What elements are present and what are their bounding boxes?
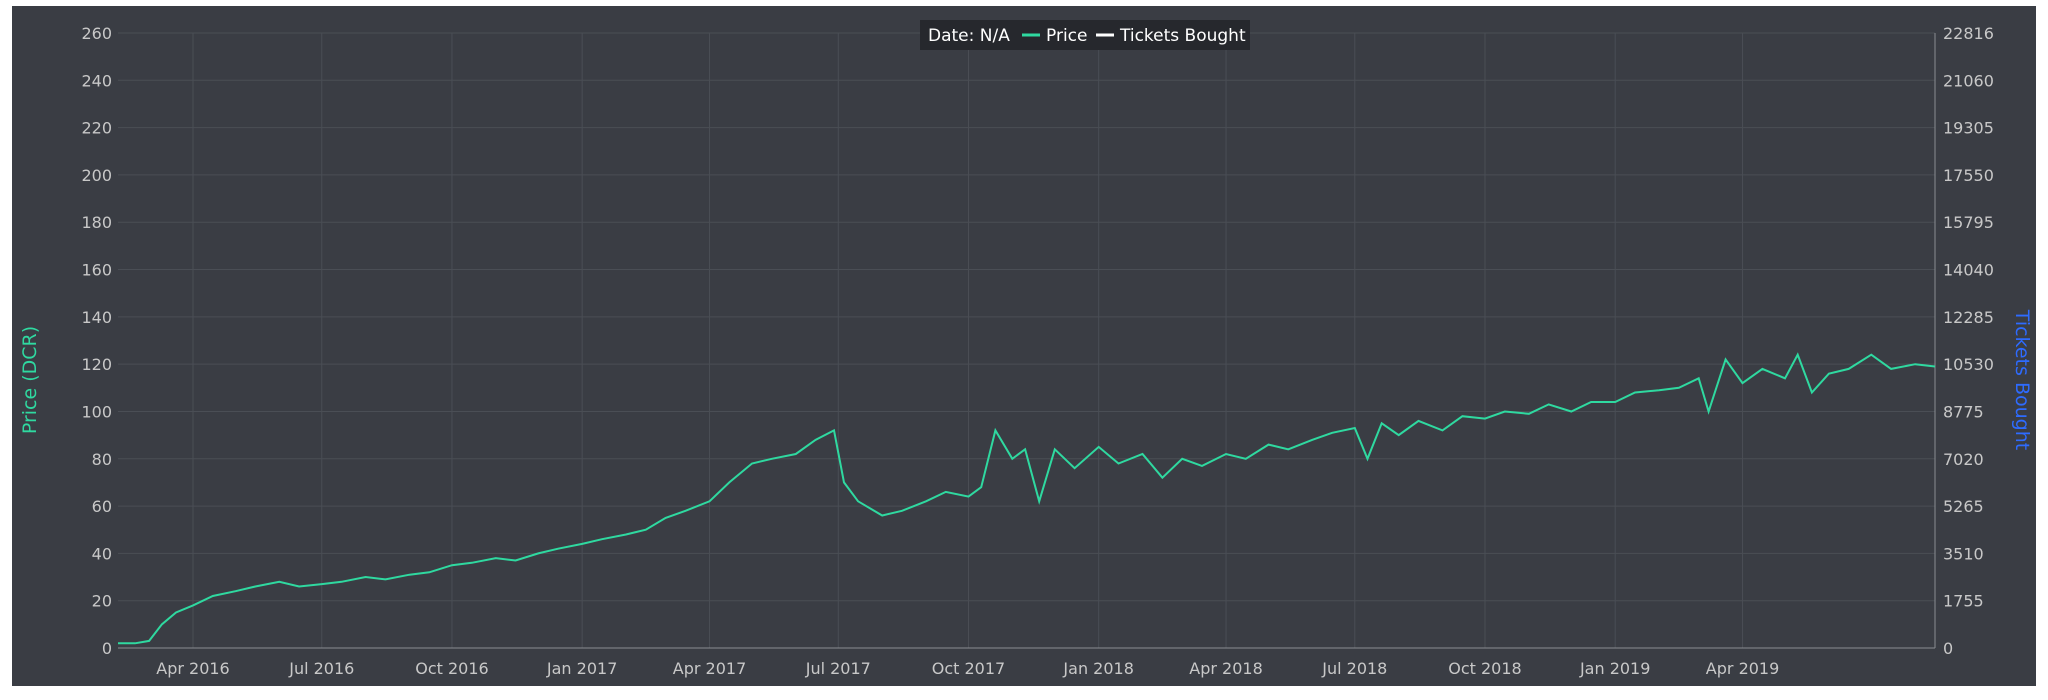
y-right-tick-label: 19305 (1943, 119, 1994, 138)
x-tick-label: Oct 2017 (932, 659, 1005, 678)
grid-lines (118, 32, 1936, 649)
y-right-tick-label: 15795 (1943, 213, 1994, 232)
chart-background (12, 6, 2036, 686)
y-right-tick-label: 0 (1943, 639, 1953, 658)
x-tick-label: Apr 2018 (1189, 659, 1262, 678)
x-tick-label: Apr 2019 (1706, 659, 1779, 678)
x-tick-label: Jan 2019 (1579, 659, 1650, 678)
y-right-tick-label: 21060 (1943, 71, 1994, 90)
x-tick-label: Jul 2018 (1321, 659, 1387, 678)
legend-price-label: Price (1046, 26, 1087, 46)
y-right-tick-label: 14040 (1943, 261, 1994, 280)
y-right-tick-label: 3510 (1943, 544, 1984, 563)
y-left-tick-label: 120 (81, 355, 112, 374)
legend-tickets-label: Tickets Bought (1119, 26, 1246, 46)
y-left-tick-label: 260 (81, 24, 112, 43)
x-tick-label: Jan 2017 (546, 659, 617, 678)
y-left-tick-label: 80 (92, 450, 112, 469)
x-axis: Apr 2016 Jul 2016 Oct 2016 Jan 2017 Apr 2017… (156, 659, 1779, 678)
y-right-tick-label: 10530 (1943, 355, 1994, 374)
y-left-tick-label: 0 (102, 639, 112, 658)
y-left-axis: 0 20 40 60 80 100 120 140 160 180 200 220 240 260 (81, 24, 112, 658)
y-right-tick-label: 22816 (1943, 24, 1994, 43)
y-right-tick-label: 8775 (1943, 402, 1984, 421)
x-tick-label: Apr 2017 (673, 659, 746, 678)
y-right-tick-label: 7020 (1943, 450, 1984, 469)
x-tick-label: Jan 2018 (1062, 659, 1133, 678)
y-right-axis-title: Tickets Bought (2011, 309, 2033, 450)
legend-date-label: Date: N/A (928, 26, 1010, 46)
x-tick-label: Oct 2018 (1448, 659, 1521, 678)
legend-box (920, 20, 1250, 50)
y-left-tick-label: 40 (92, 544, 112, 563)
y-left-tick-label: 100 (81, 402, 112, 421)
legend: Date: N/A Price Tickets Bought (920, 20, 1250, 50)
y-left-tick-label: 20 (92, 592, 112, 611)
y-left-tick-label: 240 (81, 71, 112, 90)
y-left-tick-label: 160 (81, 261, 112, 280)
y-left-tick-label: 220 (81, 119, 112, 138)
y-left-tick-label: 180 (81, 213, 112, 232)
y-left-tick-label: 200 (81, 166, 112, 185)
y-left-axis-title: Price (DCR) (19, 326, 41, 434)
x-tick-label: Jul 2016 (288, 659, 354, 678)
x-tick-label: Apr 2016 (156, 659, 229, 678)
y-right-tick-label: 17550 (1943, 166, 1994, 185)
y-right-tick-label: 5265 (1943, 497, 1984, 516)
y-left-tick-label: 140 (81, 308, 112, 327)
x-tick-label: Jul 2017 (805, 659, 871, 678)
y-left-tick-label: 60 (92, 497, 112, 516)
price-series-line (118, 352, 1936, 645)
y-right-tick-label: 12285 (1943, 308, 1994, 327)
y-right-axis: 0 1755 3510 5265 7020 8775 10530 12285 14040 1579… (1943, 24, 1994, 658)
x-tick-label: Oct 2016 (415, 659, 488, 678)
y-right-tick-label: 1755 (1943, 592, 1984, 611)
